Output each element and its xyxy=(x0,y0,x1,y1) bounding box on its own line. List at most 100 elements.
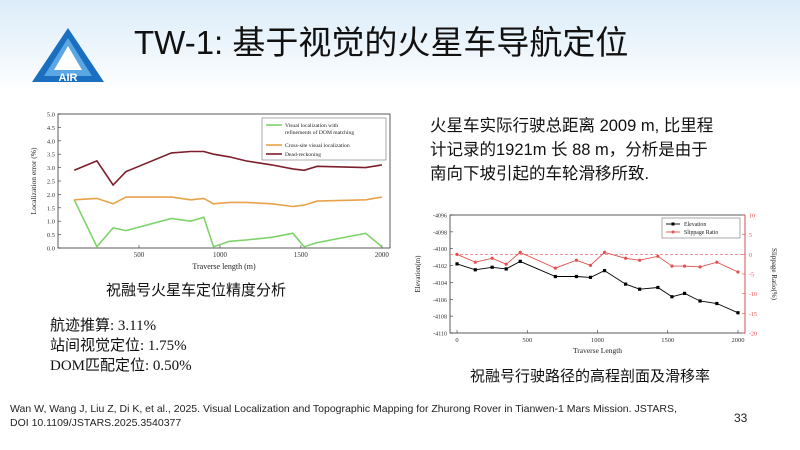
data-point xyxy=(504,267,508,271)
data-point xyxy=(682,291,687,295)
data-point xyxy=(588,275,593,279)
data-point xyxy=(553,266,557,270)
y-tick-label: -4100 xyxy=(433,247,447,253)
x-tick-label: 500 xyxy=(522,337,532,344)
chart1-caption: 祝融号火星车定位精度分析 xyxy=(106,282,287,299)
data-point xyxy=(490,256,494,260)
paragraph-line: 计记录的1921m 长 88 m，分析是由于 xyxy=(430,141,708,159)
data-point xyxy=(715,260,719,264)
y-axis-label: Elevation(m) xyxy=(414,255,422,293)
data-point xyxy=(602,269,607,273)
data-point xyxy=(656,254,660,258)
y-tick-label: -4108 xyxy=(433,315,447,321)
chart2-caption: 祝融号行驶路径的高程剖面及滑移率 xyxy=(470,368,711,385)
data-point xyxy=(682,264,687,268)
data-point xyxy=(638,258,642,262)
air-triangle-logo-icon: AIR xyxy=(32,28,104,84)
data-point xyxy=(656,285,660,290)
data-point xyxy=(574,258,579,262)
x-axis-label: Traverse Length xyxy=(573,346,622,355)
x-tick-label: 2000 xyxy=(375,251,390,259)
y-tick-label: -4110 xyxy=(433,332,447,338)
y2-tick-label: -20 xyxy=(749,332,757,338)
y-tick-label: 5.0 xyxy=(47,112,55,119)
data-point xyxy=(698,265,702,269)
legend-label: Slippage Ratio xyxy=(684,230,718,236)
y2-tick-label: -5 xyxy=(749,273,754,279)
stat-dead-reckoning: 航迹推算: 3.11% xyxy=(50,318,157,334)
data-point xyxy=(670,264,674,268)
y-tick-label: 3.5 xyxy=(47,152,55,159)
legend-box xyxy=(261,117,387,161)
y-tick-label: 2.0 xyxy=(47,192,55,199)
data-point xyxy=(518,259,522,263)
x-tick-label: 1500 xyxy=(661,337,674,344)
legend-label: Elevation xyxy=(684,222,706,228)
stats-block: 航迹推算: 3.11% 站间视觉定位: 1.75% DOM匹配定位: 0.50% xyxy=(50,316,192,376)
y-tick-label: 2.5 xyxy=(47,179,55,186)
distance-paragraph: 火星车实际行驶总距离 2009 m, 比里程 计记录的1921m 长 88 m，… xyxy=(430,114,790,186)
data-point xyxy=(715,301,719,306)
y2-axis-label: Slippage Ratio(%) xyxy=(770,248,778,301)
y2-tick-label: -15 xyxy=(749,312,757,318)
y-tick-label: 4.0 xyxy=(47,138,55,145)
header-band xyxy=(0,0,800,92)
y-tick-label: 4.5 xyxy=(47,125,55,132)
x-tick-label: 2000 xyxy=(731,337,744,344)
stat-cross-site: 站间视觉定位: 1.75% xyxy=(50,338,187,354)
logo-text: AIR xyxy=(59,72,78,84)
legend-marker xyxy=(671,230,675,234)
data-point xyxy=(455,252,459,256)
y-tick-label: 3.0 xyxy=(47,165,55,172)
y-tick-label: -4104 xyxy=(433,281,447,287)
data-point xyxy=(574,274,579,279)
data-point xyxy=(623,282,628,286)
y-tick-label: -4098 xyxy=(433,230,447,236)
x-tick-label: 500 xyxy=(134,251,145,259)
data-point xyxy=(670,295,674,299)
y2-tick-label: -10 xyxy=(749,292,757,298)
series-line-0 xyxy=(73,199,383,249)
y-tick-label: 1.5 xyxy=(47,205,55,212)
data-point xyxy=(623,256,628,260)
data-point xyxy=(736,311,740,315)
legend-box xyxy=(661,217,741,239)
data-point xyxy=(455,262,459,266)
data-point xyxy=(518,250,522,254)
legend-label: Cross-site visual localization xyxy=(285,143,350,149)
y2-tick-label: 5 xyxy=(749,233,752,239)
citation-line: DOI 10.1109/JSTARS.2025.3540377 xyxy=(10,417,182,429)
page-title: TW-1: 基于视觉的火星车导航定位 xyxy=(134,24,629,61)
x-tick-label: 1500 xyxy=(294,251,309,259)
citation-line: Wan W, Wang J, Liu Z, Di K, et al., 2025… xyxy=(10,403,677,415)
data-point xyxy=(736,270,740,274)
page-number: 33 xyxy=(734,411,748,425)
data-point xyxy=(602,250,607,254)
y-tick-label: -4102 xyxy=(433,264,447,270)
citation: Wan W, Wang J, Liu Z, Di K, et al., 2025… xyxy=(10,402,677,430)
paragraph-line: 南向下坡引起的车轮滑移所致. xyxy=(430,165,650,183)
elevation-slippage-chart: -4096 -4098 -4100 -4102 -4104 -4106 -4108 -4110… xyxy=(414,214,778,356)
localization-error-chart: 0.0 0.5 1.0 1.5 2.0 2.5 3.0 3.5 4.0 4.5 5.0 500 1000… xyxy=(29,112,391,271)
y-tick-label: 0.0 xyxy=(47,246,55,253)
data-point xyxy=(553,274,557,279)
x-tick-label: 0 xyxy=(455,337,458,344)
legend-label: Dead-reckoning xyxy=(285,152,321,158)
y-tick-label: 1.0 xyxy=(47,219,55,226)
y2-tick-label: 10 xyxy=(749,214,755,220)
x-tick-label: 1000 xyxy=(213,251,228,259)
data-point xyxy=(638,287,642,291)
data-point xyxy=(473,260,477,264)
series-line-1 xyxy=(74,196,383,208)
stat-dom-matching: DOM匹配定位: 0.50% xyxy=(50,358,192,374)
data-point xyxy=(490,265,494,269)
x-axis-label: Traverse length (m) xyxy=(192,262,256,271)
x-tick-label: 1000 xyxy=(591,337,604,344)
data-point xyxy=(588,263,593,267)
data-point xyxy=(473,268,477,272)
data-point xyxy=(504,262,508,266)
legend-label: Visual localization with refinements of D… xyxy=(285,123,354,136)
y-tick-label: -4096 xyxy=(433,214,447,220)
y-tick-label: -4106 xyxy=(433,298,447,304)
